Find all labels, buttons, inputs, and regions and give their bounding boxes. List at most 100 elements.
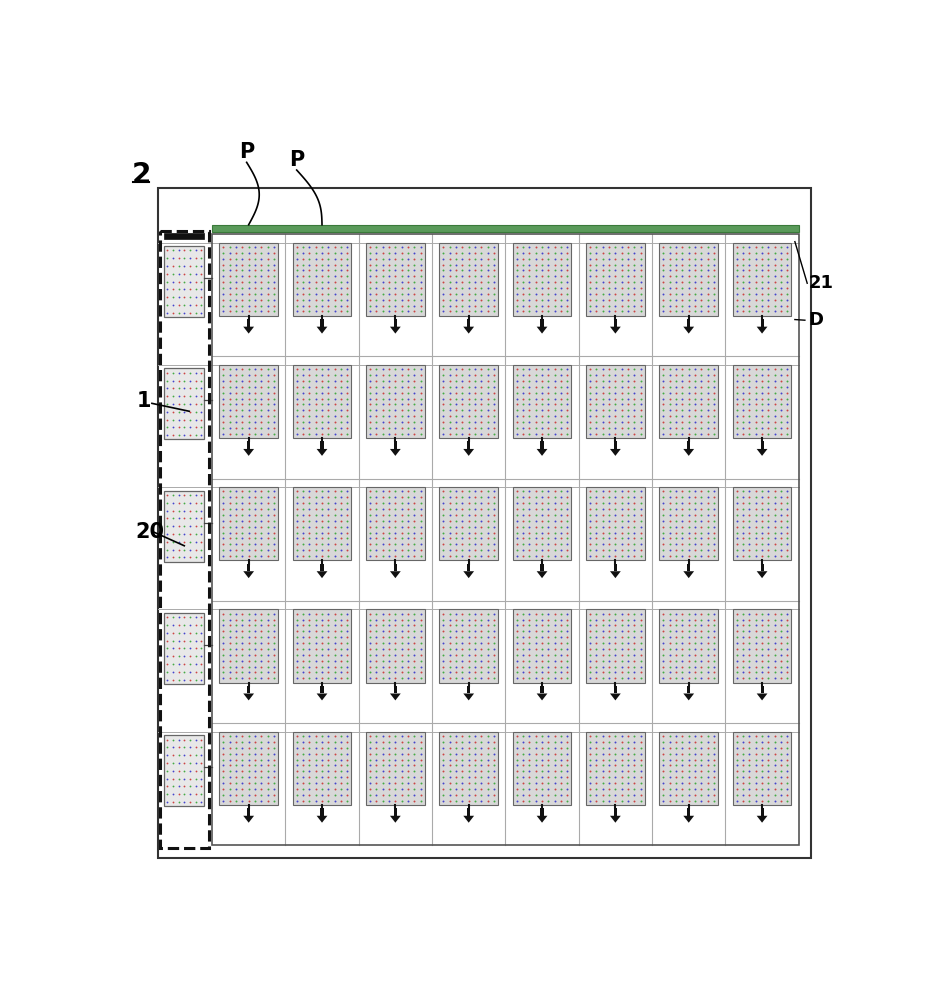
Bar [733,365,792,438]
Text: 2: 2 [131,161,151,189]
Polygon shape [613,441,617,449]
Polygon shape [757,693,767,700]
Polygon shape [757,449,767,456]
Text: 1: 1 [137,391,151,411]
Polygon shape [688,319,690,327]
Bar [164,491,204,562]
Bar [733,243,792,316]
Polygon shape [321,441,324,449]
Polygon shape [613,564,617,571]
Polygon shape [247,686,250,693]
Bar [733,487,792,560]
Polygon shape [247,808,250,816]
Polygon shape [683,816,694,823]
Polygon shape [683,327,694,334]
Polygon shape [321,319,324,327]
Polygon shape [537,693,548,700]
Bar [366,609,425,683]
Bar [212,234,799,845]
Text: D: D [809,311,824,329]
Polygon shape [683,693,694,700]
Bar [219,609,278,683]
Polygon shape [610,571,621,578]
Polygon shape [467,441,470,449]
Polygon shape [243,449,254,456]
Bar [586,365,644,438]
Polygon shape [613,319,617,327]
Polygon shape [390,327,401,334]
Bar [659,243,719,316]
Polygon shape [243,571,254,578]
Bar [513,609,571,683]
Polygon shape [757,816,767,823]
Polygon shape [467,686,470,693]
Polygon shape [317,327,327,334]
Bar [164,233,204,239]
Bar [219,732,278,805]
Bar [293,609,352,683]
Bar [219,365,278,438]
Polygon shape [537,816,548,823]
Polygon shape [247,441,250,449]
Bar [293,365,352,438]
Polygon shape [317,571,327,578]
Polygon shape [688,686,690,693]
Polygon shape [467,319,470,327]
Bar [586,487,644,560]
Polygon shape [761,564,764,571]
Polygon shape [537,571,548,578]
Bar [659,487,719,560]
Polygon shape [317,816,327,823]
Polygon shape [688,564,690,571]
Polygon shape [683,449,694,456]
Polygon shape [390,449,401,456]
Polygon shape [317,693,327,700]
Polygon shape [321,686,324,693]
Polygon shape [321,808,324,816]
Bar [513,732,571,805]
Bar [586,243,644,316]
Polygon shape [463,571,474,578]
Polygon shape [463,693,474,700]
Text: 21: 21 [809,274,834,292]
Polygon shape [467,564,470,571]
Bar [159,231,209,848]
Polygon shape [394,564,397,571]
Polygon shape [394,686,397,693]
Polygon shape [610,693,621,700]
Bar [293,732,352,805]
Polygon shape [683,571,694,578]
Polygon shape [613,808,617,816]
Polygon shape [463,816,474,823]
Bar [733,609,792,683]
Bar [164,613,204,684]
Polygon shape [394,319,397,327]
Bar [439,243,498,316]
Polygon shape [247,319,250,327]
Polygon shape [317,449,327,456]
Polygon shape [537,449,548,456]
Polygon shape [243,693,254,700]
Bar [439,609,498,683]
Bar [439,732,498,805]
Polygon shape [540,808,544,816]
Polygon shape [463,327,474,334]
Polygon shape [540,686,544,693]
Bar [164,735,204,806]
Polygon shape [761,441,764,449]
Bar [586,609,644,683]
Polygon shape [540,319,544,327]
Polygon shape [761,686,764,693]
Text: 20: 20 [135,522,164,542]
Polygon shape [390,693,401,700]
Polygon shape [761,808,764,816]
Bar [164,246,204,317]
Polygon shape [394,441,397,449]
Bar [219,243,278,316]
Polygon shape [247,564,250,571]
Bar [513,365,571,438]
Bar [293,487,352,560]
Bar [733,732,792,805]
Bar [164,368,204,439]
Bar [659,609,719,683]
